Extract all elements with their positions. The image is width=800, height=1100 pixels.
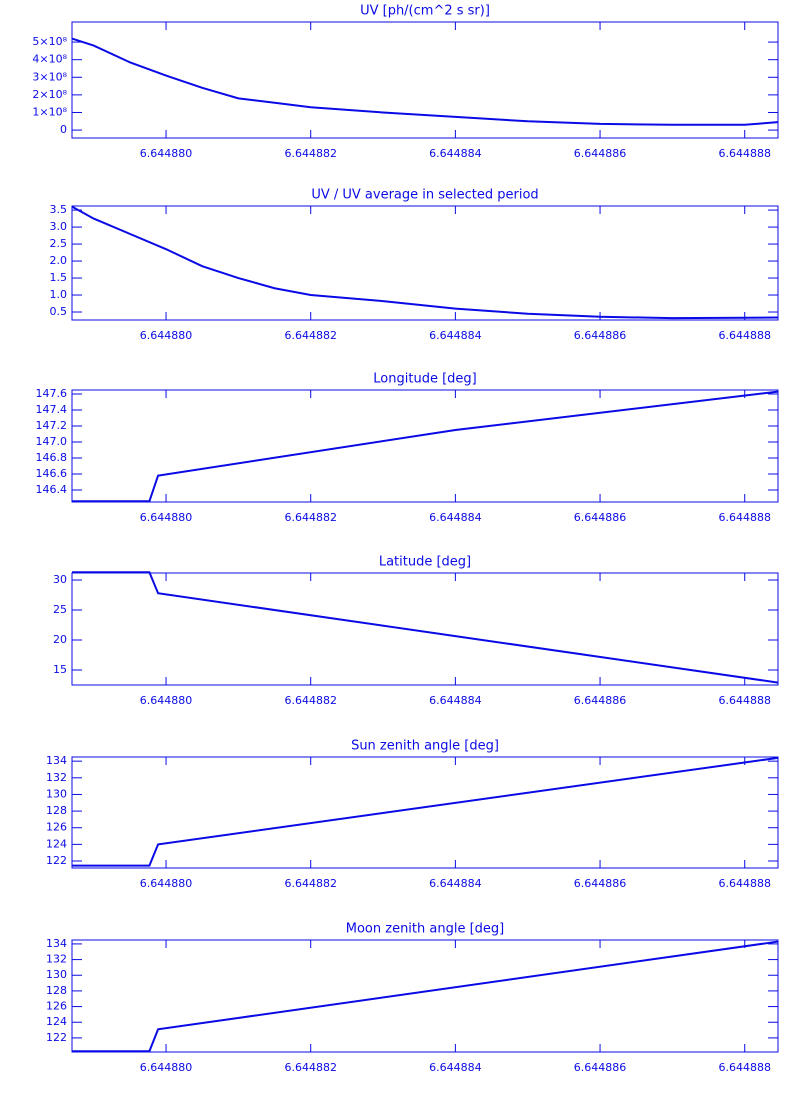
x-tick-label: 6.644880 (140, 511, 193, 524)
y-tick-label: 1.0 (50, 288, 68, 301)
y-tick-label: 132 (46, 771, 67, 784)
y-tick-label: 3.0 (50, 220, 68, 233)
y-tick-label: 126 (46, 1000, 67, 1013)
y-tick-label: 3.5 (50, 203, 68, 216)
plot-frame (71, 572, 779, 686)
chart-title: Longitude [deg] (373, 372, 476, 387)
data-line (72, 756, 779, 867)
y-tick-label: 124 (46, 1015, 67, 1028)
y-tick-label: 146.4 (36, 483, 68, 496)
x-tick-label: 6.644884 (429, 694, 482, 707)
y-tick-label: 147.0 (36, 435, 68, 448)
y-tick-label: 124 (46, 837, 67, 850)
x-tick-label: 6.644888 (718, 1061, 771, 1074)
data-line (72, 571, 779, 684)
y-tick-label: 147.4 (36, 403, 68, 416)
chart-title: UV [ph/(cm^2 s sr)] (360, 4, 490, 19)
data-line (71, 205, 779, 320)
y-tick-label: 130 (46, 787, 67, 800)
y-tick-label: 25 (53, 603, 67, 616)
y-tick-label: 1×10⁸ (32, 105, 67, 118)
x-tick-label: 6.644888 (718, 877, 771, 890)
x-tick-label: 6.644888 (718, 329, 771, 342)
chart-title: Latitude [deg] (379, 555, 471, 570)
x-tick-label: 6.644880 (140, 329, 193, 342)
y-tick-label: 30 (53, 573, 67, 586)
x-tick-label: 6.644886 (574, 147, 627, 160)
y-tick-label: 122 (46, 1031, 67, 1044)
y-tick-label: 4×10⁸ (32, 53, 67, 66)
y-tick-label: 128 (46, 984, 67, 997)
y-tick-label: 128 (46, 804, 67, 817)
x-tick-label: 6.644886 (574, 694, 627, 707)
x-tick-label: 6.644884 (429, 877, 482, 890)
y-tick-label: 3×10⁸ (32, 70, 67, 83)
y-tick-label: 2×10⁸ (32, 88, 67, 101)
y-tick-label: 0 (60, 123, 67, 136)
x-tick-label: 6.644882 (284, 511, 337, 524)
x-tick-label: 6.644880 (140, 1061, 193, 1074)
x-tick-label: 6.644886 (574, 329, 627, 342)
y-tick-label: 146.6 (36, 467, 68, 480)
chart-title: UV / UV average in selected period (311, 188, 538, 203)
chart-title: Sun zenith angle [deg] (351, 739, 499, 754)
x-tick-label: 6.644884 (429, 329, 482, 342)
y-tick-label: 146.8 (36, 451, 68, 464)
y-tick-label: 15 (53, 663, 67, 676)
x-tick-label: 6.644880 (140, 694, 193, 707)
x-tick-label: 6.644882 (284, 147, 337, 160)
x-tick-label: 6.644884 (429, 147, 482, 160)
y-tick-label: 122 (46, 854, 67, 867)
plot-frame (71, 939, 779, 1053)
x-tick-label: 6.644882 (284, 329, 337, 342)
x-tick-label: 6.644888 (718, 147, 771, 160)
y-tick-label: 130 (46, 968, 67, 981)
x-tick-label: 6.644886 (574, 1061, 627, 1074)
y-tick-label: 5×10⁸ (32, 35, 67, 48)
x-tick-label: 6.644880 (140, 147, 193, 160)
y-tick-label: 20 (53, 633, 67, 646)
y-tick-label: 147.2 (36, 419, 68, 432)
data-line (71, 37, 779, 126)
x-tick-label: 6.644882 (284, 694, 337, 707)
y-tick-label: 147.6 (36, 387, 68, 400)
x-tick-label: 6.644888 (718, 694, 771, 707)
x-tick-label: 6.644882 (284, 1061, 337, 1074)
x-tick-label: 6.644886 (574, 511, 627, 524)
y-tick-label: 2.5 (50, 237, 68, 250)
y-tick-label: 1.5 (50, 271, 68, 284)
plot-frame (71, 389, 779, 503)
x-tick-label: 6.644882 (284, 877, 337, 890)
x-tick-label: 6.644884 (429, 1061, 482, 1074)
x-tick-label: 6.644886 (574, 877, 627, 890)
y-tick-label: 134 (46, 754, 67, 767)
x-tick-label: 6.644884 (429, 511, 482, 524)
y-tick-label: 2.0 (50, 254, 68, 267)
plot-frame (71, 756, 779, 869)
x-tick-label: 6.644880 (140, 877, 193, 890)
chart-title: Moon zenith angle [deg] (346, 922, 504, 937)
plot-frame (71, 205, 779, 321)
data-line (72, 390, 779, 503)
plot-frame (71, 21, 779, 139)
y-tick-label: 134 (46, 937, 67, 950)
y-tick-label: 0.5 (50, 305, 68, 318)
y-tick-label: 126 (46, 821, 67, 834)
x-tick-label: 6.644888 (718, 511, 771, 524)
data-line (72, 940, 779, 1053)
y-tick-label: 132 (46, 953, 67, 966)
